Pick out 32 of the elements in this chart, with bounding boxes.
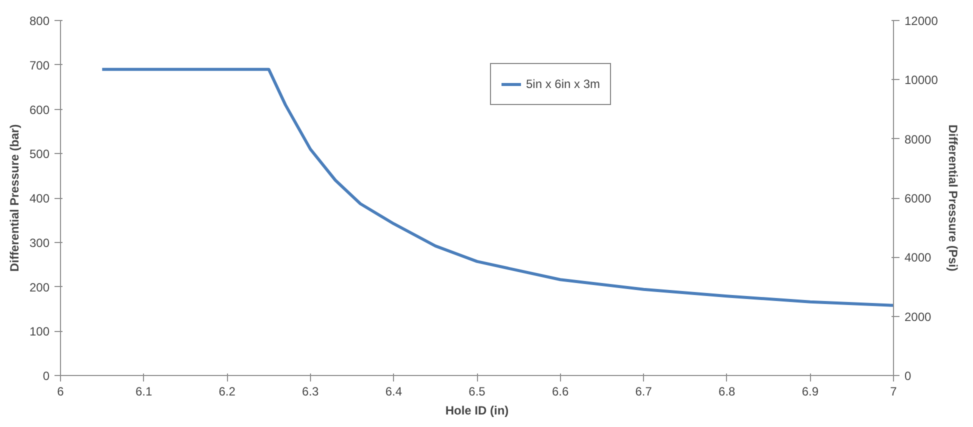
y-tick-label: 0 <box>42 369 50 383</box>
y-tick-label: 800 <box>29 14 50 28</box>
y2-tick-label: 8000 <box>904 132 932 146</box>
y-tick-label: 400 <box>29 192 50 206</box>
x-tick-label: 6.6 <box>552 384 569 398</box>
y-tick-label: 100 <box>29 324 50 339</box>
y2-tick-label: 2000 <box>904 310 932 324</box>
y2-tick-label: 10000 <box>904 73 938 88</box>
legend-label: 5in x 6in x 3m <box>526 77 600 91</box>
y-tick-label: 700 <box>29 58 50 72</box>
y-axis-title: Differential Pressure (bar) <box>7 124 22 272</box>
x-tick-label: 6.4 <box>385 384 402 398</box>
x-tick-label: 6 <box>57 384 64 398</box>
y2-tick-label: 0 <box>904 369 912 383</box>
y2-tick-label: 4000 <box>904 250 932 265</box>
x-tick-label: 6.9 <box>802 384 819 398</box>
y2-tick-label: 12000 <box>904 14 938 28</box>
x-tick-label: 6.8 <box>718 384 736 398</box>
y-tick-label: 300 <box>29 236 50 250</box>
x-tick-label: 7 <box>890 384 898 398</box>
y2-axis-title: Differential Pressure (Psi) <box>946 124 960 272</box>
line-series <box>100 68 894 307</box>
x-tick-label: 6.7 <box>635 384 652 398</box>
y-tick-label: 200 <box>29 280 50 294</box>
x-axis-title: Hole ID (in) <box>445 404 509 418</box>
y2-tick-label: 6000 <box>904 192 932 206</box>
y-tick-label: 600 <box>29 102 50 117</box>
x-tick-label: 6.5 <box>468 384 486 398</box>
x-tick-label: 6.3 <box>302 384 320 398</box>
y-tick-label: 500 <box>29 147 50 162</box>
x-tick-label: 6.1 <box>135 384 152 398</box>
x-tick-label: 6.2 <box>218 384 236 398</box>
